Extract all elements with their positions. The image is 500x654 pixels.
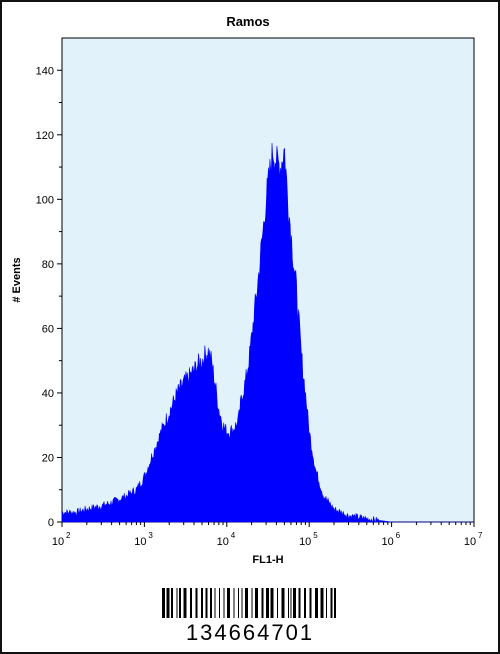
barcode-bar (309, 588, 312, 618)
barcode-bar (179, 588, 181, 618)
barcode-bar (162, 588, 165, 618)
y-axis: 0 20 40 60 80 100 120 140 (36, 65, 62, 529)
x-tick-label: 10 (299, 536, 311, 548)
y-tick-label: 120 (36, 130, 54, 142)
barcode-bar (251, 588, 253, 618)
barcode-bar (227, 588, 230, 618)
barcode-bar (210, 588, 212, 618)
y-tick-label: 0 (48, 517, 54, 529)
barcode-bar (304, 588, 306, 618)
barcode-bar (281, 588, 285, 618)
x-tick-exponent: 7 (478, 531, 483, 540)
y-tick-label: 100 (36, 194, 54, 206)
x-tick-label: 10 (381, 536, 393, 548)
barcode-bar (233, 588, 235, 618)
barcode-bar (223, 588, 225, 618)
x-axis-label: FL1-H (252, 554, 283, 566)
barcode-bar (330, 588, 333, 618)
barcode-bar (266, 588, 269, 618)
barcode-bar (326, 588, 327, 618)
barcode-bar (214, 588, 216, 618)
x-tick-label: 10 (464, 536, 476, 548)
barcode-bar (195, 588, 198, 618)
barcode-bar (298, 588, 301, 618)
x-tick-exponent: 4 (231, 531, 236, 540)
y-tick-label: 80 (42, 259, 54, 271)
barcode-bar (166, 588, 170, 618)
barcode-bar (315, 588, 318, 618)
x-tick-exponent: 5 (313, 531, 318, 540)
y-tick-label: 140 (36, 65, 54, 77)
barcode-bar (334, 588, 336, 618)
barcode-bar (255, 588, 258, 618)
barcode-bar (171, 588, 173, 618)
x-tick-label: 10 (217, 536, 229, 548)
barcode-image (162, 588, 336, 618)
y-tick-label: 20 (42, 452, 54, 464)
x-tick-exponent: 6 (396, 531, 401, 540)
barcode-bar (270, 588, 274, 618)
y-tick-label: 40 (42, 388, 54, 400)
x-tick-exponent: 2 (66, 531, 71, 540)
barcode-bar (245, 588, 248, 618)
barcode-bar (219, 588, 220, 618)
x-tick-label: 10 (134, 536, 146, 548)
barcode-bar (241, 588, 243, 618)
y-axis-label: # Events (11, 257, 23, 302)
y-tick-label: 60 (42, 323, 54, 335)
chart-title: Ramos (226, 14, 269, 29)
barcode-bar (277, 588, 278, 618)
x-tick-label: 10 (52, 536, 64, 548)
barcode-bar (290, 588, 292, 618)
barcode-bar (190, 588, 192, 618)
barcode-bar (293, 588, 296, 618)
barcode-bar (261, 588, 264, 618)
barcode-bar (183, 588, 187, 618)
barcode-bar (205, 588, 208, 618)
barcode-bar (238, 588, 239, 618)
barcode-bar (320, 588, 324, 618)
barcode-bar (176, 588, 178, 618)
histogram-area (61, 143, 474, 524)
barcode-bar (288, 588, 289, 618)
barcode-bar (201, 588, 203, 618)
x-tick-exponent: 3 (148, 531, 153, 540)
barcode-number: 134664701 (185, 620, 315, 645)
